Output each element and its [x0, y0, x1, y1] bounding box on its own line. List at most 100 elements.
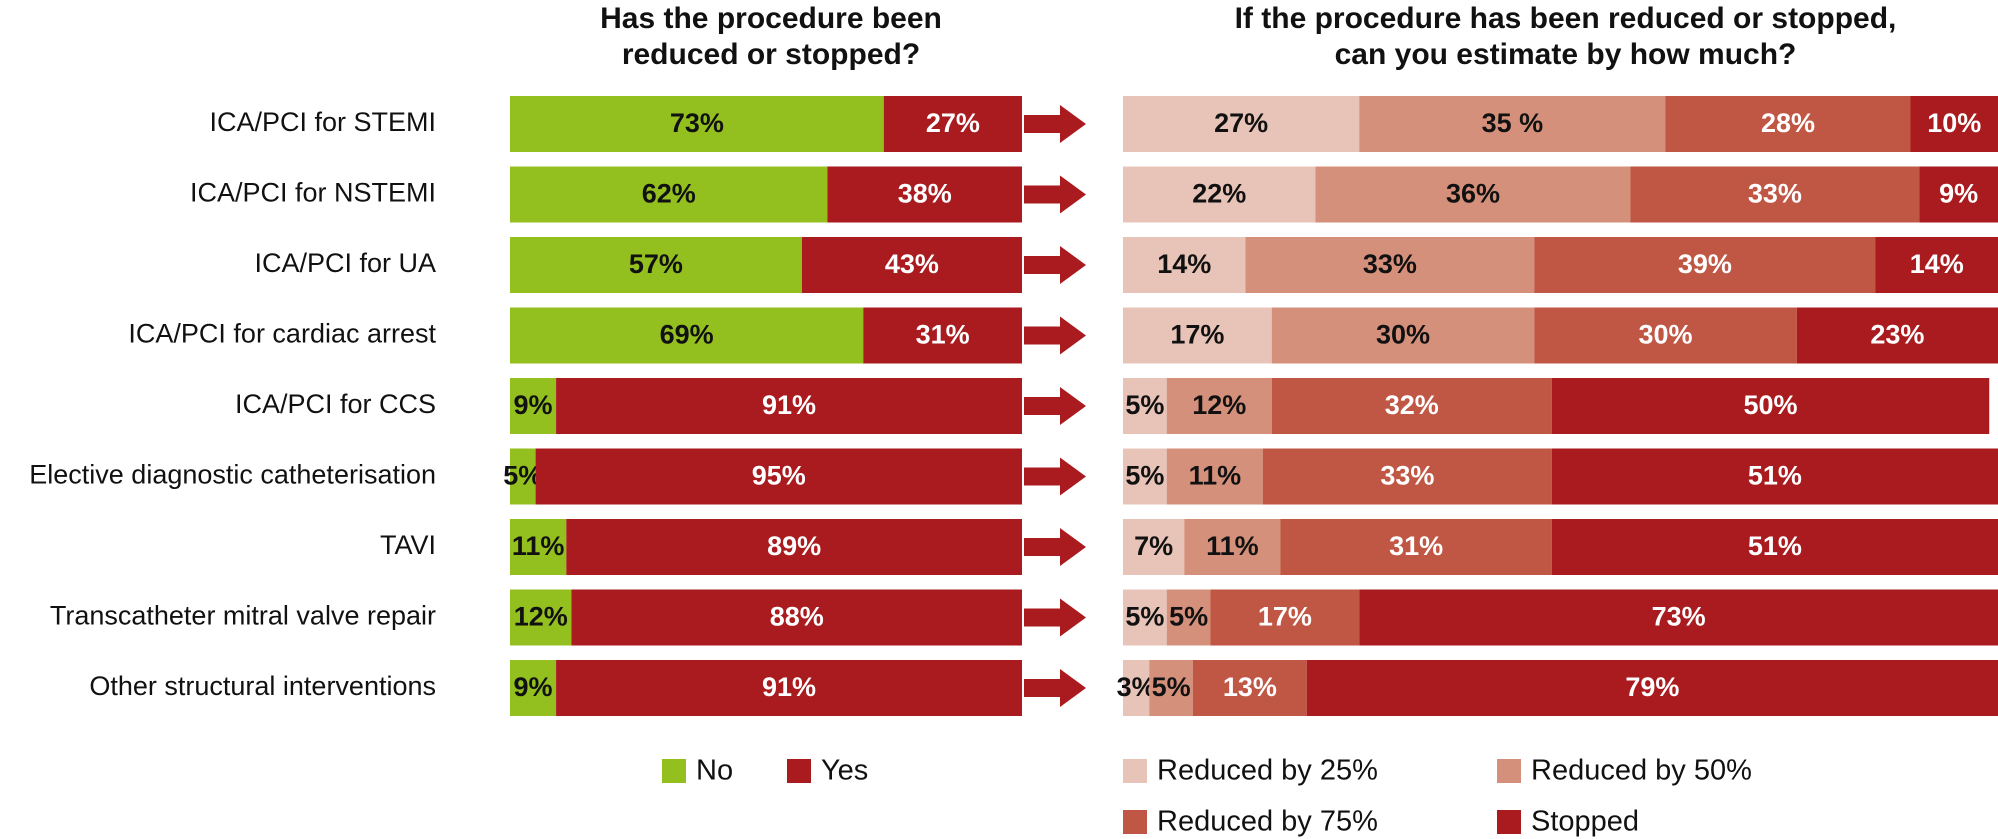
row-label: Other structural interventions — [89, 671, 436, 701]
right-data-label: 39% — [1678, 249, 1732, 279]
right-bar-segment — [1910, 96, 1998, 152]
left-data-label: 88% — [770, 602, 824, 632]
arrow-icon — [1024, 528, 1086, 566]
left-data-label: 69% — [660, 320, 714, 350]
right-bar-segment — [1166, 589, 1211, 646]
row-label: ICA/PCI for CCS — [235, 389, 436, 419]
left-bar-segment — [535, 448, 1022, 505]
right-bar-segment — [1875, 237, 1998, 293]
left-chart-bars: 73% 27%62% 38%57% 43%69% 31%9% 91%5% 95%11% 89%… — [503, 96, 1022, 716]
right-bar-segment — [1123, 166, 1316, 223]
right-data-label: 3% — [1117, 672, 1156, 702]
right-data-label: 50% — [1743, 390, 1797, 420]
right-bar-segment — [1210, 589, 1360, 646]
left-bar-segment — [571, 589, 1022, 646]
arrow-icon — [1024, 598, 1086, 637]
right-bar-segment — [1534, 237, 1876, 293]
left-bar-segment — [801, 237, 1022, 293]
right-data-label: 5% — [1152, 672, 1191, 702]
legend-label: Yes — [821, 755, 868, 787]
left-bar-segment — [556, 378, 1022, 434]
right-data-label: 30% — [1638, 320, 1692, 350]
right-bar-segment — [1630, 166, 1920, 223]
right-data-label: 13% — [1223, 672, 1277, 702]
legend-swatch — [1123, 759, 1147, 783]
left-data-label: 62% — [642, 179, 696, 209]
arrows — [1024, 105, 1086, 707]
left-chart-title-line: reduced or stopped? — [622, 38, 920, 71]
right-data-label: 5% — [1125, 390, 1164, 420]
right-bar-segment — [1193, 660, 1307, 716]
right-bar-segment — [1796, 307, 1998, 364]
right-data-label: 17% — [1258, 602, 1312, 632]
right-chart-title-line: can you estimate by how much? — [1335, 38, 1797, 71]
right-data-label: 31% — [1389, 531, 1443, 561]
legend-swatch — [1497, 810, 1521, 834]
legend-label: Reduced by 25% — [1157, 755, 1378, 787]
right-data-label: 11% — [1206, 531, 1259, 561]
left-bar-segment — [883, 96, 1022, 152]
right-bar-segment — [1551, 378, 1990, 434]
right-bar-segment — [1551, 448, 1998, 505]
row-label: ICA/PCI for NSTEMI — [190, 178, 436, 208]
right-data-label: 14% — [1157, 249, 1211, 279]
right-data-label: 79% — [1625, 672, 1679, 702]
right-bar-segment — [1263, 448, 1552, 505]
right-bar-segment — [1123, 378, 1167, 434]
right-bar-segment — [1149, 660, 1193, 716]
row-label: ICA/PCI for cardiac arrest — [128, 319, 436, 349]
right-data-label: 17% — [1170, 320, 1224, 350]
right-data-label: 22% — [1192, 179, 1246, 209]
legend-swatch — [1123, 810, 1147, 834]
right-data-label: 5% — [1169, 602, 1208, 632]
left-data-label: 43% — [885, 249, 939, 279]
right-bar-segment — [1534, 307, 1797, 364]
row-label: ICA/PCI for UA — [254, 248, 436, 278]
left-bar-segment — [556, 660, 1022, 716]
left-data-label: 57% — [629, 249, 683, 279]
legend-label: Stopped — [1531, 806, 1639, 838]
left-data-label: 31% — [916, 320, 970, 350]
left-bar-segment — [510, 660, 557, 716]
right-data-label: 27% — [1214, 108, 1268, 138]
right-bar-segment — [1123, 660, 1150, 716]
right-bar-segment — [1306, 660, 1998, 716]
left-bar-segment — [863, 307, 1022, 364]
right-data-label: 28% — [1761, 108, 1815, 138]
right-bar-segment — [1123, 448, 1167, 505]
right-bar-segment — [1123, 519, 1185, 575]
right-bar-segment — [1166, 378, 1272, 434]
right-bar-segment — [1123, 237, 1246, 293]
left-data-label: 95% — [752, 461, 806, 491]
arrow-icon — [1024, 669, 1086, 707]
right-data-label: 11% — [1189, 461, 1242, 491]
right-data-label: 32% — [1385, 390, 1439, 420]
left-data-label: 73% — [670, 108, 724, 138]
right-bar-segment — [1359, 96, 1666, 152]
left-bar-segment — [827, 166, 1022, 223]
row-label: Transcatheter mitral valve repair — [50, 601, 436, 631]
right-data-label: 36% — [1446, 179, 1500, 209]
legend-swatch — [662, 759, 686, 783]
row-label: Elective diagnostic catheterisation — [29, 460, 436, 490]
left-data-label: 11% — [512, 531, 565, 561]
left-bar-segment — [510, 166, 828, 223]
legend-label: Reduced by 50% — [1531, 755, 1752, 787]
left-data-label: 12% — [514, 602, 568, 632]
left-bar-segment — [510, 589, 572, 646]
right-bar-segment — [1359, 589, 1998, 646]
right-bar-segment — [1123, 96, 1360, 152]
right-bar-segment — [1665, 96, 1911, 152]
legend-swatch — [1497, 759, 1521, 783]
legend: No Yes Reduced by 25% Reduced by 50% Reduced… — [662, 755, 1752, 838]
left-data-label: 91% — [762, 390, 816, 420]
left-bar-segment — [510, 237, 802, 293]
right-chart-bars: 27% 35 % 28% 10% 22% 36% 33% 9% 14% 33% 39% 14% 17% 3… — [1117, 96, 1998, 716]
right-bar-segment — [1919, 166, 1998, 223]
right-data-label: 9% — [1939, 179, 1978, 209]
left-data-label: 38% — [898, 179, 952, 209]
right-chart-title-line: If the procedure has been reduced or sto… — [1235, 2, 1897, 35]
left-data-label: 91% — [762, 672, 816, 702]
right-data-label: 73% — [1652, 602, 1706, 632]
